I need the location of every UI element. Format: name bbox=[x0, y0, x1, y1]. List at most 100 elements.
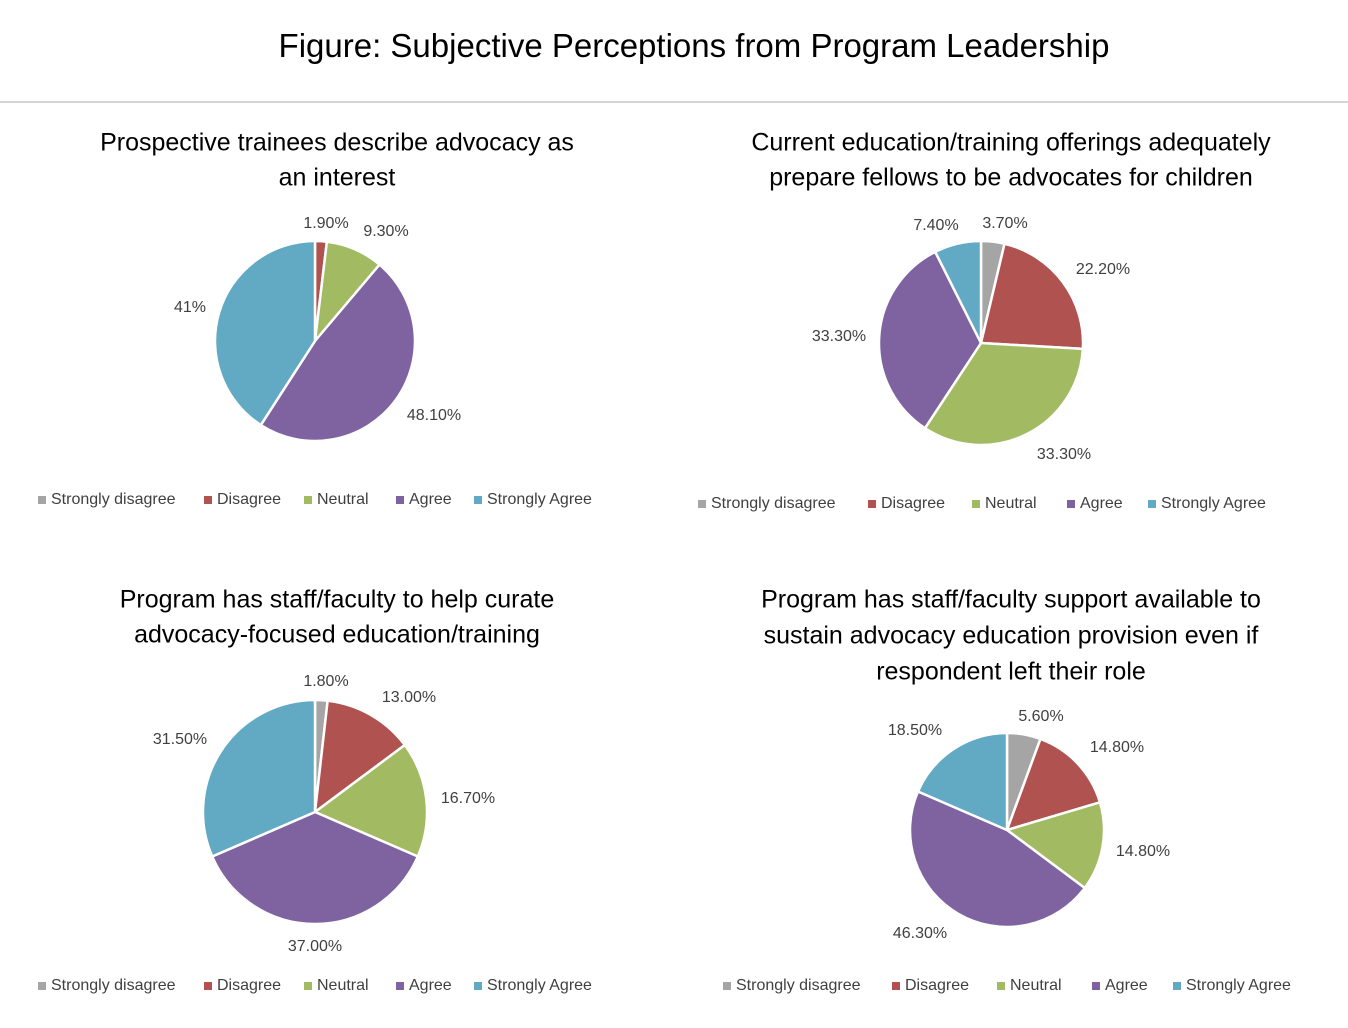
chart-title-line: an interest bbox=[279, 164, 396, 192]
legend-item-strongly-disagree: Strongly disagree bbox=[38, 977, 176, 994]
legend-item-strongly-agree: Strongly Agree bbox=[1173, 977, 1291, 994]
legend-swatch bbox=[304, 496, 312, 504]
data-label-agree: 37.00% bbox=[288, 938, 342, 955]
chart-title-line: Program has staff/faculty support availa… bbox=[761, 586, 1261, 614]
legend-item-agree: Agree bbox=[396, 977, 452, 994]
chart-title-line: advocacy-focused education/training bbox=[134, 621, 540, 649]
legend-item-neutral: Neutral bbox=[972, 495, 1037, 512]
legend-item-neutral: Neutral bbox=[997, 977, 1062, 994]
legend-label: Strongly Agree bbox=[487, 977, 592, 994]
chart-title-line: Prospective trainees describe advocacy a… bbox=[100, 129, 574, 157]
legend-swatch bbox=[38, 496, 46, 504]
pie-slice-agree bbox=[259, 263, 417, 443]
legend-swatch bbox=[396, 496, 404, 504]
title-divider bbox=[0, 101, 1348, 103]
legend-item-strongly-agree: Strongly Agree bbox=[1148, 495, 1266, 512]
legend-item-strongly-disagree: Strongly disagree bbox=[723, 977, 861, 994]
legend-label: Disagree bbox=[217, 491, 281, 508]
legend-label: Agree bbox=[409, 977, 452, 994]
pie-slice-neutral bbox=[1005, 801, 1106, 890]
legend-label: Agree bbox=[1105, 977, 1148, 994]
legend-swatch bbox=[204, 496, 212, 504]
pie-slice-agree bbox=[210, 810, 420, 926]
legend-label: Neutral bbox=[317, 491, 369, 508]
pie-chart-staff-support-sustain: Program has staff/faculty support availa… bbox=[723, 586, 1291, 994]
data-label-agree: 46.30% bbox=[893, 925, 947, 942]
data-label-strongly-disagree: 1.80% bbox=[303, 673, 348, 690]
pie-slice-neutral bbox=[313, 743, 429, 858]
legend-label: Agree bbox=[1080, 495, 1123, 512]
legend-item-disagree: Disagree bbox=[204, 977, 281, 994]
figure-title: Figure: Subjective Perceptions from Prog… bbox=[278, 27, 1110, 64]
data-label-strongly-agree: 18.50% bbox=[888, 722, 942, 739]
legend-label: Strongly disagree bbox=[711, 495, 836, 512]
legend-label: Strongly Agree bbox=[1161, 495, 1266, 512]
legend-swatch bbox=[38, 982, 46, 990]
pie-slice-disagree bbox=[979, 242, 1085, 351]
legend-swatch bbox=[474, 496, 482, 504]
legend-swatch bbox=[204, 982, 212, 990]
pie-slice-strongly-agree bbox=[933, 239, 983, 345]
legend-item-strongly-disagree: Strongly disagree bbox=[38, 491, 176, 508]
pie-slice-disagree bbox=[313, 699, 407, 814]
data-label-neutral: 9.30% bbox=[363, 223, 408, 240]
legend-label: Agree bbox=[409, 491, 452, 508]
pie-slice-agree bbox=[908, 790, 1086, 929]
pie-chart-current-offerings: Current education/training offerings ade… bbox=[698, 129, 1271, 512]
chart-title-line: prepare fellows to be advocates for chil… bbox=[769, 164, 1253, 192]
legend-item-strongly-agree: Strongly Agree bbox=[474, 491, 592, 508]
data-label-agree: 48.10% bbox=[407, 407, 461, 424]
pie-slice-strongly-agree bbox=[916, 731, 1009, 832]
legend-swatch bbox=[868, 500, 876, 508]
legend-label: Neutral bbox=[985, 495, 1037, 512]
legend-swatch bbox=[698, 500, 706, 508]
legend-swatch bbox=[972, 500, 980, 508]
legend-label: Neutral bbox=[1010, 977, 1062, 994]
data-label-strongly-agree: 41% bbox=[174, 299, 206, 316]
legend-item-strongly-disagree: Strongly disagree bbox=[698, 495, 836, 512]
legend-swatch bbox=[1148, 500, 1156, 508]
data-label-disagree: 13.00% bbox=[382, 689, 436, 706]
legend-label: Strongly disagree bbox=[736, 977, 861, 994]
legend-item-disagree: Disagree bbox=[892, 977, 969, 994]
pie-slice-strongly-agree bbox=[213, 239, 317, 427]
pie-slice-agree bbox=[877, 250, 983, 430]
legend-swatch bbox=[396, 982, 404, 990]
legend-item-agree: Agree bbox=[1067, 495, 1123, 512]
data-label-disagree: 1.90% bbox=[303, 215, 348, 232]
legend-swatch bbox=[892, 982, 900, 990]
legend-label: Disagree bbox=[217, 977, 281, 994]
legend-label: Strongly Agree bbox=[487, 491, 592, 508]
data-label-strongly-agree: 31.50% bbox=[153, 731, 207, 748]
data-label-disagree: 14.80% bbox=[1090, 739, 1144, 756]
chart-title-line: respondent left their role bbox=[876, 658, 1146, 686]
data-label-agree: 33.30% bbox=[812, 328, 866, 345]
legend-item-agree: Agree bbox=[396, 491, 452, 508]
legend-item-strongly-agree: Strongly Agree bbox=[474, 977, 592, 994]
data-label-disagree: 22.20% bbox=[1076, 261, 1130, 278]
pie-chart-prospective-trainees: Prospective trainees describe advocacy a… bbox=[38, 129, 592, 508]
legend-swatch bbox=[1092, 982, 1100, 990]
legend-swatch bbox=[1173, 982, 1181, 990]
data-label-neutral: 14.80% bbox=[1116, 843, 1170, 860]
pie-slice-strongly-agree bbox=[201, 698, 317, 858]
legend-swatch bbox=[474, 982, 482, 990]
data-label-strongly-agree: 7.40% bbox=[913, 217, 958, 234]
data-label-strongly-disagree: 5.60% bbox=[1018, 708, 1063, 725]
data-label-neutral: 33.30% bbox=[1037, 446, 1091, 463]
chart-title-line: Current education/training offerings ade… bbox=[751, 129, 1271, 157]
legend-label: Strongly disagree bbox=[51, 977, 176, 994]
legend-label: Strongly Agree bbox=[1186, 977, 1291, 994]
data-label-strongly-disagree: 3.70% bbox=[982, 215, 1027, 232]
legend-item-disagree: Disagree bbox=[204, 491, 281, 508]
legend-swatch bbox=[304, 982, 312, 990]
chart-title-line: sustain advocacy education provision eve… bbox=[764, 622, 1259, 650]
legend-swatch bbox=[1067, 500, 1075, 508]
pie-slice-disagree bbox=[1005, 737, 1102, 832]
legend-item-neutral: Neutral bbox=[304, 491, 369, 508]
legend-label: Disagree bbox=[881, 495, 945, 512]
legend-item-neutral: Neutral bbox=[304, 977, 369, 994]
legend-swatch bbox=[997, 982, 1005, 990]
legend-item-agree: Agree bbox=[1092, 977, 1148, 994]
data-label-neutral: 16.70% bbox=[441, 790, 495, 807]
